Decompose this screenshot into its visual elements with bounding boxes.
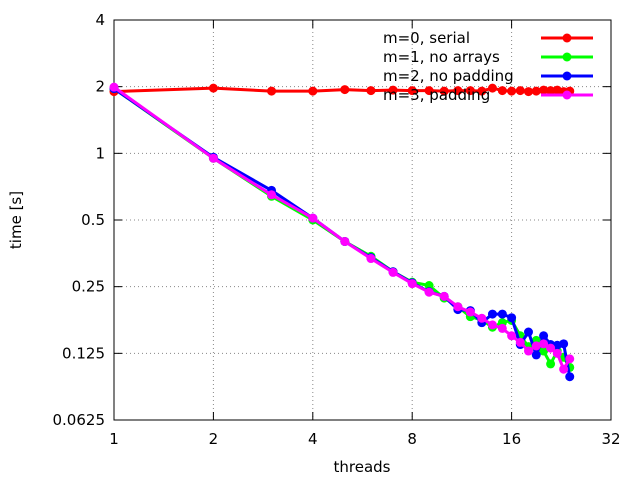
data-point bbox=[565, 372, 575, 382]
data-point bbox=[439, 86, 449, 96]
data-point bbox=[539, 346, 549, 356]
data-point bbox=[531, 86, 541, 96]
data-point bbox=[539, 339, 549, 349]
data-point bbox=[497, 323, 507, 333]
grid bbox=[114, 20, 611, 420]
y-tick-label: 1 bbox=[95, 144, 105, 162]
data-point bbox=[308, 213, 318, 223]
legend-label: m=1, no arrays bbox=[383, 48, 500, 66]
data-point bbox=[388, 267, 398, 277]
data-point bbox=[439, 291, 449, 301]
y-tick-label: 4 bbox=[95, 11, 105, 29]
x-tick-label: 8 bbox=[407, 430, 417, 448]
data-point bbox=[388, 85, 398, 95]
data-point bbox=[267, 190, 277, 200]
data-point bbox=[208, 153, 218, 163]
x-axis-label: threads bbox=[334, 458, 391, 476]
y-tick-label: 0.5 bbox=[81, 211, 105, 229]
data-point bbox=[546, 86, 556, 96]
data-point bbox=[487, 309, 497, 319]
legend-label: m=3, padding bbox=[383, 86, 490, 104]
data-point bbox=[465, 307, 475, 317]
data-point bbox=[497, 86, 507, 96]
legend-label: m=0, serial bbox=[383, 29, 470, 47]
data-point bbox=[552, 348, 562, 358]
data-point bbox=[407, 86, 417, 96]
y-tick-label: 2 bbox=[95, 78, 105, 96]
x-tick-label: 1 bbox=[109, 430, 119, 448]
data-point bbox=[565, 354, 575, 364]
series-3 bbox=[109, 82, 575, 374]
legend-swatch-point bbox=[562, 71, 572, 81]
series-0 bbox=[109, 83, 575, 97]
data-point bbox=[531, 350, 541, 360]
data-point bbox=[465, 86, 475, 96]
data-point bbox=[523, 327, 533, 337]
data-point bbox=[523, 346, 533, 356]
data-point bbox=[539, 331, 549, 341]
data-point bbox=[546, 359, 556, 369]
legend-swatch-point bbox=[562, 90, 572, 100]
legend-label: m=2, no padding bbox=[383, 67, 514, 85]
data-point bbox=[366, 86, 376, 96]
series-group bbox=[109, 82, 575, 382]
data-point bbox=[308, 86, 318, 96]
data-point bbox=[477, 313, 487, 323]
series-line bbox=[113, 87, 572, 377]
data-point bbox=[453, 302, 463, 312]
data-point bbox=[477, 86, 487, 96]
data-point bbox=[407, 279, 417, 289]
y-tick-label: 0.25 bbox=[72, 278, 105, 296]
data-point bbox=[208, 83, 218, 93]
y-tick-label: 0.0625 bbox=[53, 411, 106, 429]
x-tick-label: 16 bbox=[502, 430, 521, 448]
data-point bbox=[497, 309, 507, 319]
ticks bbox=[113, 19, 612, 421]
data-point bbox=[487, 320, 497, 330]
y-axis-label: time [s] bbox=[7, 191, 25, 249]
data-point bbox=[424, 86, 434, 96]
legend-swatch-point bbox=[562, 33, 572, 43]
x-tick-label: 2 bbox=[209, 430, 219, 448]
data-point bbox=[366, 254, 376, 264]
data-point bbox=[523, 87, 533, 97]
data-point bbox=[507, 313, 517, 323]
y-tick-labels: 0.0625 0.125 0.25 0.5 1 2 4 bbox=[53, 11, 106, 429]
data-point bbox=[559, 364, 569, 374]
data-point bbox=[340, 85, 350, 95]
y-tick-label: 0.125 bbox=[62, 344, 105, 362]
data-point bbox=[267, 86, 277, 96]
data-point bbox=[531, 341, 541, 351]
data-point bbox=[109, 82, 119, 92]
data-point bbox=[515, 86, 525, 96]
series-2 bbox=[109, 84, 575, 382]
data-point bbox=[546, 343, 556, 353]
x-tick-label: 4 bbox=[308, 430, 318, 448]
x-tick-labels: 1 2 4 8 16 32 bbox=[109, 430, 620, 448]
data-point bbox=[539, 85, 549, 95]
x-tick-label: 32 bbox=[601, 430, 620, 448]
data-point bbox=[453, 86, 463, 96]
data-point bbox=[424, 281, 434, 291]
data-point bbox=[340, 236, 350, 246]
data-point bbox=[507, 86, 517, 96]
data-point bbox=[487, 83, 497, 93]
data-point bbox=[424, 287, 434, 297]
data-point bbox=[559, 339, 569, 349]
data-point bbox=[515, 337, 525, 347]
data-point bbox=[507, 331, 517, 341]
legend-swatch-point bbox=[562, 52, 572, 62]
